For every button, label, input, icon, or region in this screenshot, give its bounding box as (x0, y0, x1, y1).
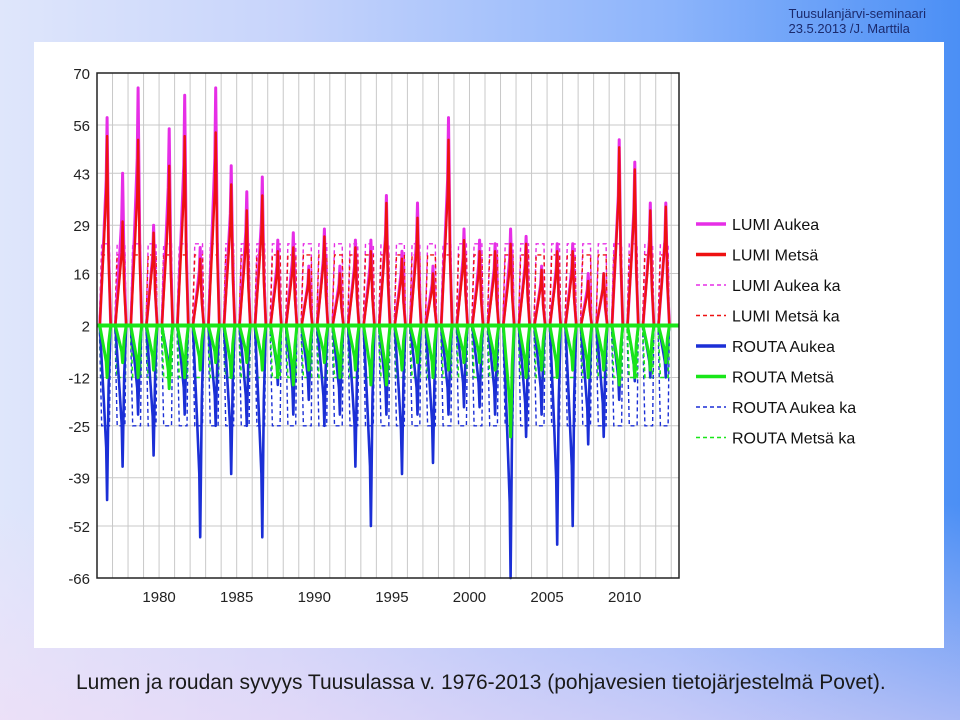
series-line-routa-aukea-ka (98, 324, 671, 427)
series-line-lumi-metsa (98, 131, 671, 327)
legend-label-routa-aukea-ka: ROUTA Aukea ka (732, 400, 856, 417)
x-tick-label: 1985 (220, 589, 253, 606)
y-tick-label: 43 (73, 166, 90, 183)
series-line-routa-aukea (98, 324, 671, 580)
x-tick-label: 2000 (453, 589, 486, 606)
x-tick-label: 2010 (608, 589, 641, 606)
legend-label-routa-metsa-ka: ROUTA Metsä ka (732, 431, 855, 448)
x-tick-label: 1990 (298, 589, 331, 606)
x-tick-label: 1980 (142, 589, 175, 606)
y-tick-label: 16 (73, 267, 90, 284)
legend-label-lumi-metsa: LUMI Metsä (732, 248, 818, 265)
legend-label-routa-metsa: ROUTA Metsä (732, 370, 834, 387)
legend-label-lumi-aukea-ka: LUMI Aukea ka (732, 278, 841, 295)
y-tick-label: 29 (73, 218, 90, 235)
y-tick-label: -66 (68, 571, 90, 588)
x-tick-label: 2005 (530, 589, 563, 606)
y-tick-label: 2 (82, 319, 90, 336)
plot-frame (96, 72, 680, 579)
caption: Lumen ja roudan syvyys Tuusulassa v. 197… (76, 671, 886, 694)
y-tick-label: -52 (68, 519, 90, 536)
legend-label-lumi-metsa-ka: LUMI Metsä ka (732, 309, 840, 326)
x-tick-label: 1995 (375, 589, 408, 606)
y-tick-label: 70 (73, 66, 90, 83)
chart-panel: 70 56 43 29 16 2 -12 -25 -39 -52 -66 1980 1985 1990 19… (34, 42, 944, 648)
y-tick-label: -25 (68, 419, 90, 436)
chart-svg: 70 56 43 29 16 2 -12 -25 -39 -52 -66 1980 1985 1990 19… (68, 66, 856, 606)
legend-label-routa-aukea: ROUTA Aukea (732, 339, 835, 356)
legend-label-lumi-aukea: LUMI Aukea (732, 217, 819, 234)
series-line-routa-metsa (98, 324, 671, 439)
seminar-header: Tuusulanjärvi-seminaari 23.5.2013 /J. Ma… (788, 6, 926, 36)
y-tick-label: 56 (73, 118, 90, 135)
y-tick-label: -39 (68, 471, 90, 488)
y-tick-label: -12 (68, 370, 90, 387)
seminar-name: Tuusulanjärvi-seminaari (788, 6, 926, 21)
seminar-date-author: 23.5.2013 /J. Marttila (788, 21, 910, 36)
